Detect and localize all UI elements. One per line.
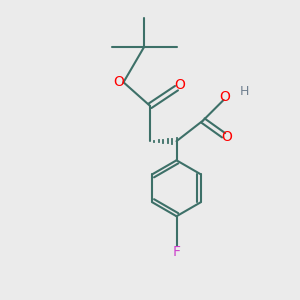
Text: O: O <box>221 130 232 144</box>
Text: H: H <box>239 85 249 98</box>
Text: O: O <box>114 75 124 89</box>
Text: O: O <box>220 90 230 104</box>
Text: F: F <box>172 244 181 259</box>
Text: O: O <box>174 78 185 92</box>
